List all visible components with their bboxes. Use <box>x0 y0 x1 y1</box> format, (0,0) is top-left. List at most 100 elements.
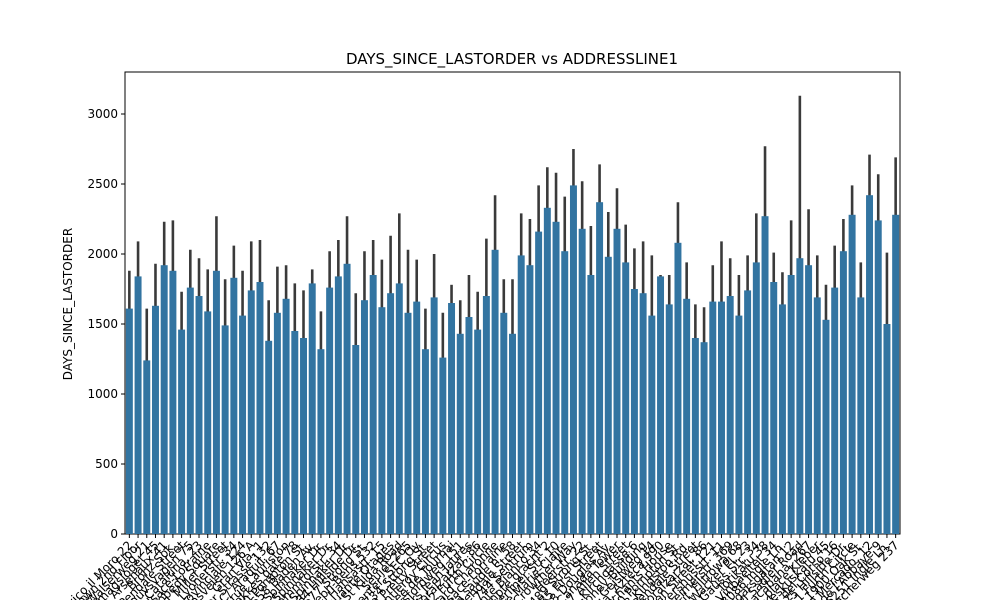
bar <box>395 283 403 534</box>
bar <box>413 301 421 534</box>
bar <box>604 256 612 534</box>
bar <box>160 265 168 534</box>
bar <box>221 325 229 534</box>
bar <box>125 308 133 534</box>
bar <box>857 297 865 534</box>
x-axis: Via Ludovico il Moro 22Village Close - 1… <box>0 534 902 600</box>
bar <box>770 282 778 534</box>
bar <box>334 276 342 534</box>
bar <box>665 304 673 534</box>
bar <box>239 315 247 534</box>
bar <box>683 298 691 534</box>
bar <box>430 297 438 534</box>
bar <box>578 228 586 535</box>
y-tick-label: 0 <box>110 527 118 541</box>
bar <box>874 220 882 534</box>
bar <box>700 342 708 534</box>
bar <box>500 312 508 534</box>
bar <box>491 249 499 535</box>
bar <box>143 360 151 534</box>
bar <box>639 293 647 534</box>
y-tick-label: 2500 <box>87 177 118 191</box>
bar <box>892 214 900 535</box>
bar <box>744 290 752 534</box>
bar <box>326 287 334 534</box>
bars <box>125 185 900 535</box>
bar <box>726 296 734 534</box>
y-axis-label: DAYS_SINCE_LASTORDER <box>61 228 75 380</box>
bar <box>691 338 699 534</box>
bar <box>265 340 273 534</box>
bar <box>735 315 743 534</box>
bar <box>273 312 281 534</box>
bar <box>439 357 447 534</box>
bar <box>378 307 386 534</box>
bar <box>343 263 351 534</box>
bar <box>648 315 656 534</box>
bar <box>587 275 595 534</box>
bar <box>256 282 264 534</box>
bar <box>622 262 630 534</box>
bar <box>300 338 307 534</box>
bar <box>596 202 604 534</box>
bar <box>630 289 638 534</box>
bar <box>657 276 665 534</box>
y-tick-label: 2000 <box>87 247 118 261</box>
bar <box>778 304 786 534</box>
bar <box>822 319 830 534</box>
bar <box>535 231 543 534</box>
bar <box>282 298 290 534</box>
bar <box>178 329 186 534</box>
bar <box>360 300 368 534</box>
bar <box>456 333 464 534</box>
bar <box>230 277 238 534</box>
bar <box>752 262 760 534</box>
bar <box>839 251 847 534</box>
chart-title: DAYS_SINCE_LASTORDER vs ADDRESSLINE1 <box>346 50 678 69</box>
bar <box>134 276 142 534</box>
bar <box>848 214 856 535</box>
y-tick-label: 1000 <box>87 387 118 401</box>
bar <box>195 296 203 534</box>
bar <box>787 275 795 534</box>
bar <box>674 242 682 535</box>
bar <box>247 290 255 534</box>
bar <box>761 216 769 534</box>
bar <box>796 258 804 534</box>
bar <box>369 275 377 534</box>
bar <box>204 311 212 534</box>
bar <box>805 265 813 534</box>
bar <box>509 333 516 534</box>
bar <box>813 297 821 534</box>
bar <box>186 287 194 534</box>
bar <box>561 251 569 534</box>
bar <box>526 265 534 534</box>
bar <box>552 221 560 535</box>
y-tick-label: 3000 <box>87 107 118 121</box>
y-axis: 0 500 1000 1500 2000 2500 3000 <box>87 107 125 541</box>
bar <box>212 270 220 534</box>
y-tick-label: 1500 <box>87 317 118 331</box>
bar <box>569 185 577 534</box>
bar <box>474 329 482 534</box>
bar <box>482 296 490 534</box>
bar <box>517 255 525 534</box>
bar <box>387 293 395 534</box>
bar <box>543 207 551 535</box>
bar <box>718 301 725 534</box>
bar <box>151 305 159 534</box>
bar <box>308 283 316 534</box>
bar <box>613 228 621 535</box>
bar <box>448 303 456 534</box>
bar <box>317 349 325 534</box>
bar <box>709 301 717 534</box>
bar <box>421 349 429 534</box>
bar <box>831 287 839 534</box>
bar <box>291 331 299 534</box>
bar <box>465 317 473 534</box>
bar <box>169 270 177 534</box>
bar <box>866 195 874 534</box>
bar <box>404 312 412 534</box>
bar <box>352 345 360 534</box>
